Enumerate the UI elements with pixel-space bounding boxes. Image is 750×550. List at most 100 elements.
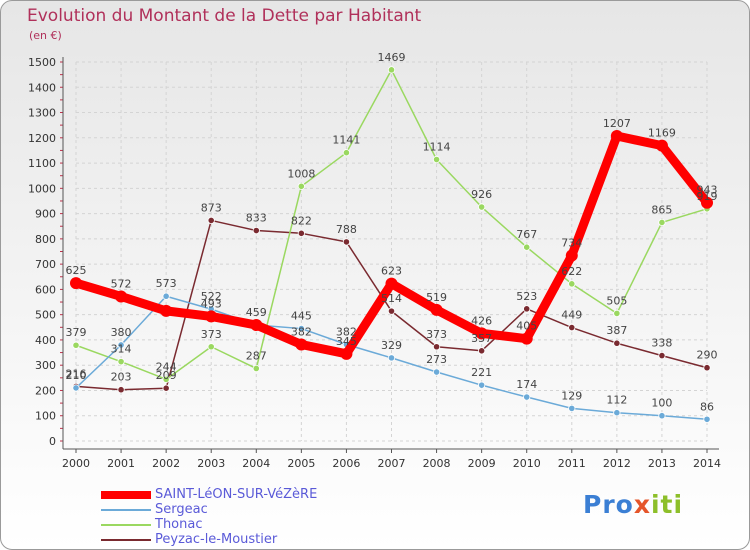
data-label: 345 bbox=[336, 335, 357, 348]
data-point bbox=[478, 347, 486, 355]
x-tick-label: 2003 bbox=[197, 457, 225, 470]
data-point bbox=[658, 351, 666, 360]
data-label: 572 bbox=[111, 277, 132, 290]
x-tick-label: 2005 bbox=[287, 457, 315, 470]
data-label: 382 bbox=[336, 325, 357, 338]
data-point bbox=[478, 381, 486, 389]
data-point bbox=[520, 332, 533, 345]
data-label: 174 bbox=[516, 378, 537, 391]
data-label: 625 bbox=[66, 264, 87, 277]
data-label: 622 bbox=[561, 265, 582, 278]
data-label: 216 bbox=[66, 367, 87, 380]
data-label: 767 bbox=[516, 228, 537, 241]
data-point bbox=[252, 226, 260, 235]
x-tick-label: 2009 bbox=[468, 457, 496, 470]
x-tick-label: 2002 bbox=[152, 457, 180, 470]
y-tick-label: 1300 bbox=[28, 107, 56, 120]
data-label: 1141 bbox=[332, 134, 360, 147]
data-label: 519 bbox=[426, 291, 447, 304]
data-point bbox=[160, 304, 173, 317]
data-point bbox=[387, 66, 396, 74]
data-label: 382 bbox=[291, 325, 312, 338]
data-point bbox=[568, 280, 576, 288]
data-label: 426 bbox=[471, 314, 492, 327]
y-tick-label: 600 bbox=[35, 283, 56, 296]
data-label: 373 bbox=[426, 328, 447, 341]
data-point bbox=[207, 343, 215, 351]
data-point bbox=[568, 323, 576, 332]
data-point bbox=[613, 339, 621, 347]
data-label: 129 bbox=[561, 389, 582, 402]
data-point bbox=[385, 277, 398, 290]
x-tick-label: 2007 bbox=[378, 457, 406, 470]
data-label: 203 bbox=[111, 371, 132, 384]
legend-label: SAINT-LéON-SUR-VéZèRE bbox=[155, 487, 318, 502]
data-label: 919 bbox=[697, 190, 718, 203]
data-label: 380 bbox=[111, 326, 132, 339]
y-tick-label: 1500 bbox=[28, 56, 56, 69]
data-label: 1008 bbox=[287, 167, 315, 180]
legend-swatch bbox=[101, 509, 151, 511]
data-label: 314 bbox=[111, 343, 132, 356]
data-label: 209 bbox=[156, 369, 177, 382]
chart-title: Evolution du Montant de la Dette par Hab… bbox=[27, 6, 422, 26]
line-chart: 0 100 200 300 400 500 600 700 800 900 1000 1100 1200… bbox=[28, 51, 721, 470]
data-label: 514 bbox=[381, 292, 402, 305]
data-label: 244 bbox=[156, 360, 177, 373]
logo-part-2: x bbox=[633, 490, 651, 519]
data-point bbox=[523, 305, 531, 313]
data-label: 505 bbox=[606, 294, 627, 307]
data-label: 290 bbox=[697, 349, 718, 362]
data-label: 822 bbox=[291, 214, 312, 227]
legend-label: Sergeac bbox=[155, 502, 208, 517]
x-tick-label: 2006 bbox=[332, 457, 360, 470]
data-label: 273 bbox=[426, 353, 447, 366]
data-label: 865 bbox=[651, 203, 672, 216]
data-label: 210 bbox=[66, 369, 87, 382]
data-point bbox=[117, 341, 125, 349]
data-point bbox=[613, 309, 621, 318]
data-point bbox=[432, 368, 441, 376]
data-label: 221 bbox=[471, 366, 492, 379]
data-label: 1207 bbox=[603, 117, 631, 130]
legend-swatch bbox=[101, 524, 151, 526]
data-point bbox=[297, 229, 305, 237]
data-label: 445 bbox=[291, 310, 312, 323]
data-label: 449 bbox=[561, 309, 582, 322]
x-tick-label: 2004 bbox=[242, 457, 270, 470]
y-tick-label: 400 bbox=[35, 334, 56, 347]
data-label: 459 bbox=[246, 306, 267, 319]
axes: 0 100 200 300 400 500 600 700 800 900 1000 1100 1200… bbox=[28, 56, 721, 470]
data-label: 379 bbox=[66, 326, 87, 339]
data-label: 112 bbox=[606, 394, 627, 407]
data-label: 287 bbox=[246, 349, 267, 362]
data-point bbox=[162, 384, 170, 392]
data-point bbox=[475, 327, 488, 340]
data-point bbox=[117, 358, 125, 366]
data-label: 926 bbox=[471, 188, 492, 201]
data-label: 623 bbox=[381, 265, 402, 278]
data-point bbox=[701, 196, 713, 209]
data-point bbox=[387, 354, 396, 362]
legend-swatch bbox=[101, 539, 151, 541]
data-label: 387 bbox=[606, 324, 627, 337]
data-point bbox=[387, 307, 396, 315]
data-point bbox=[478, 203, 486, 211]
y-tick-label: 0 bbox=[49, 435, 56, 448]
data-point bbox=[342, 149, 351, 157]
data-point bbox=[658, 218, 666, 227]
data-point bbox=[162, 375, 170, 383]
data-point bbox=[72, 384, 80, 392]
y-tick-label: 300 bbox=[35, 359, 56, 372]
y-tick-label: 800 bbox=[35, 233, 56, 246]
data-point bbox=[72, 341, 80, 349]
data-point bbox=[162, 292, 170, 300]
legend-label: Peyzac-le-Moustier bbox=[155, 532, 278, 547]
data-point bbox=[565, 249, 578, 262]
data-label: 100 bbox=[651, 397, 672, 410]
legend-label: Thonac bbox=[155, 517, 203, 532]
y-tick-label: 700 bbox=[35, 258, 56, 271]
x-tick-label: 2011 bbox=[558, 457, 586, 470]
